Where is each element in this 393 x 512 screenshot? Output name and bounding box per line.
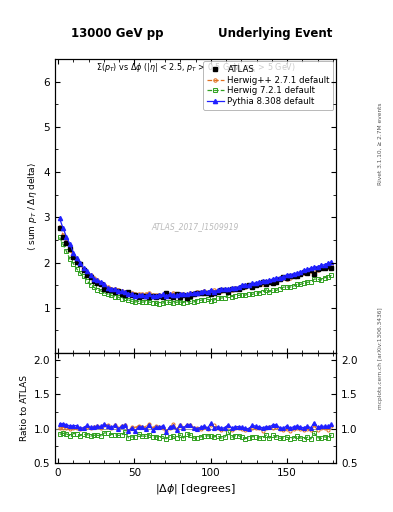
Text: Rivet 3.1.10, ≥ 2.7M events: Rivet 3.1.10, ≥ 2.7M events <box>378 102 383 185</box>
Pythia 8.308 default <box>57 215 62 221</box>
Herwig 7.2.1 default <box>181 300 186 306</box>
Text: Underlying Event: Underlying Event <box>218 27 332 40</box>
Pythia 8.308 default <box>181 291 186 297</box>
Herwig++ 2.7.1 default <box>329 262 334 268</box>
Pythia 8.308 default <box>226 286 231 292</box>
Text: $\Sigma(p_T)$ vs $\Delta\phi$ ($|\eta|$ < 2.5, $p_T$ > 0.5 GeV, $p_{T_1}$ > 5 Ge: $\Sigma(p_T)$ vs $\Delta\phi$ ($|\eta|$ … <box>95 62 296 75</box>
Herwig++ 2.7.1 default <box>226 287 231 293</box>
Herwig++ 2.7.1 default <box>301 270 306 276</box>
Pythia 8.308 default <box>236 284 241 290</box>
Text: mcplots.cern.ch [arXiv:1306.3436]: mcplots.cern.ch [arXiv:1306.3436] <box>378 308 383 409</box>
Line: ATLAS: ATLAS <box>58 226 333 299</box>
Line: Pythia 8.308 default: Pythia 8.308 default <box>57 216 334 298</box>
ATLAS <box>185 294 189 301</box>
Y-axis label: $\langle$ sum $p_T$ / $\Delta\eta$ delta$\rangle$: $\langle$ sum $p_T$ / $\Delta\eta$ delta… <box>26 161 39 250</box>
ATLAS <box>329 265 334 271</box>
Line: Herwig++ 2.7.1 default: Herwig++ 2.7.1 default <box>58 225 333 298</box>
ATLAS <box>178 294 182 300</box>
Herwig 7.2.1 default <box>301 280 306 286</box>
Text: 13000 GeV pp: 13000 GeV pp <box>71 27 163 40</box>
X-axis label: $|\Delta\phi|$ [degrees]: $|\Delta\phi|$ [degrees] <box>155 482 236 497</box>
ATLAS <box>236 286 241 292</box>
ATLAS <box>226 289 231 295</box>
Herwig 7.2.1 default <box>57 234 62 241</box>
Text: ATLAS_2017_I1509919: ATLAS_2017_I1509919 <box>152 222 239 231</box>
Herwig 7.2.1 default <box>246 291 251 297</box>
Herwig++ 2.7.1 default <box>181 291 186 297</box>
ATLAS <box>301 268 306 274</box>
ATLAS <box>222 287 227 293</box>
Herwig 7.2.1 default <box>226 292 231 298</box>
Herwig 7.2.1 default <box>329 272 334 279</box>
Herwig 7.2.1 default <box>222 294 227 301</box>
Herwig 7.2.1 default <box>157 301 162 307</box>
Herwig 7.2.1 default <box>236 292 241 298</box>
Pythia 8.308 default <box>133 293 138 300</box>
Herwig++ 2.7.1 default <box>222 287 227 293</box>
Pythia 8.308 default <box>329 259 334 265</box>
Pythia 8.308 default <box>301 267 306 273</box>
Y-axis label: Ratio to ATLAS: Ratio to ATLAS <box>20 375 29 441</box>
Herwig++ 2.7.1 default <box>160 293 165 300</box>
Herwig++ 2.7.1 default <box>236 285 241 291</box>
Herwig++ 2.7.1 default <box>57 224 62 230</box>
Legend: ATLAS, Herwig++ 2.7.1 default, Herwig 7.2.1 default, Pythia 8.308 default: ATLAS, Herwig++ 2.7.1 default, Herwig 7.… <box>203 61 333 110</box>
Line: Herwig 7.2.1 default: Herwig 7.2.1 default <box>58 236 333 306</box>
ATLAS <box>246 282 251 288</box>
ATLAS <box>57 224 62 230</box>
Pythia 8.308 default <box>246 282 251 288</box>
Herwig++ 2.7.1 default <box>246 282 251 288</box>
Pythia 8.308 default <box>222 286 227 292</box>
